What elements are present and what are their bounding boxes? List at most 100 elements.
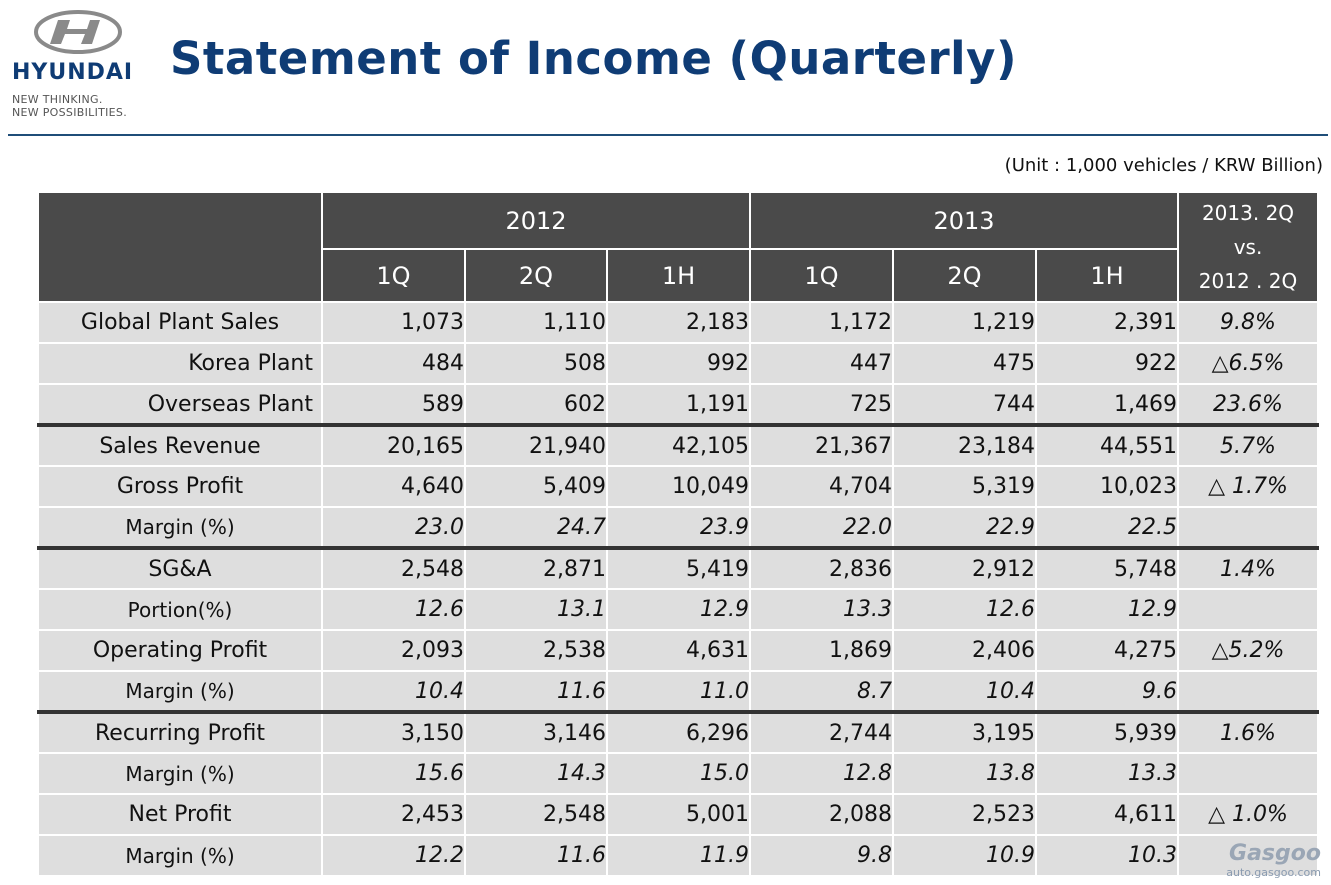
comparison-cell: 1.6%: [1177, 710, 1319, 754]
row-label: Margin (%): [37, 752, 323, 795]
value-cell: 2,453: [321, 793, 466, 836]
table-row: Portion(%) 12.6 13.1 12.9 13.3 12.6 12.9: [37, 588, 1319, 631]
comparison-cell: △ 1.0%: [1177, 793, 1319, 836]
watermark-logo-text: Gasgoo: [1229, 841, 1321, 866]
value-cell: 5,409: [464, 465, 608, 508]
value-cell: 3,195: [892, 710, 1037, 754]
value-cell: 11.0: [606, 670, 751, 713]
value-cell: 12.2: [321, 834, 466, 877]
comparison-cell: [1177, 752, 1319, 795]
value-cell: 2,523: [892, 793, 1037, 836]
comparison-cell: △5.2%: [1177, 629, 1319, 672]
table-row: Margin (%) 10.4 11.6 11.0 8.7 10.4 9.6: [37, 670, 1319, 713]
value-cell: 13.1: [464, 588, 608, 631]
table-row: Gross Profit 4,640 5,409 10,049 4,704 5,319 10…: [37, 465, 1319, 508]
value-cell: 24.7: [464, 506, 608, 549]
value-cell: 589: [321, 383, 466, 426]
value-cell: 3,150: [321, 710, 466, 754]
value-cell: 1,191: [606, 383, 751, 426]
comparison-cell: △6.5%: [1177, 342, 1319, 385]
value-cell: 508: [464, 342, 608, 385]
row-label: Margin (%): [37, 506, 323, 549]
comparison-cell: [1177, 588, 1319, 631]
tagline-2: NEW POSSIBILITIES.: [12, 106, 128, 119]
value-cell: 13.8: [892, 752, 1037, 795]
value-cell: 2,406: [892, 629, 1037, 672]
table-row: Sales Revenue 20,165 21,940 42,105 21,367 23,…: [37, 423, 1319, 467]
value-cell: 10,023: [1035, 465, 1179, 508]
row-label: Gross Profit: [37, 465, 323, 508]
value-cell: 44,551: [1035, 423, 1179, 467]
value-cell: 2,088: [749, 793, 894, 836]
value-cell: 2,871: [464, 546, 608, 590]
hyundai-emblem-icon: [34, 10, 122, 54]
row-label: Sales Revenue: [37, 423, 323, 467]
col-header-2013-1q: 1Q: [749, 248, 894, 303]
brand-name: HYUNDAI: [12, 60, 134, 85]
row-header-corner: [37, 191, 323, 303]
value-cell: 1,172: [749, 301, 894, 344]
col-header-2013-1h: 1H: [1035, 248, 1179, 303]
table-row: SG&A 2,548 2,871 5,419 2,836 2,912 5,748 1.4%: [37, 546, 1319, 590]
value-cell: 4,640: [321, 465, 466, 508]
table-row: Margin (%) 12.2 11.6 11.9 9.8 10.9 10.3: [37, 834, 1319, 877]
comparison-header: 2013. 2Q vs. 2012 . 2Q: [1177, 191, 1319, 303]
col-header-2012-1h: 1H: [606, 248, 751, 303]
comparison-cell: 23.6%: [1177, 383, 1319, 426]
table-row: Operating Profit 2,093 2,538 4,631 1,869 2,40…: [37, 629, 1319, 672]
value-cell: 21,940: [464, 423, 608, 467]
value-cell: 744: [892, 383, 1037, 426]
row-label: Recurring Profit: [37, 710, 323, 754]
table-row: Korea Plant 484 508 992 447 475 922 △6.5%: [37, 342, 1319, 385]
value-cell: 9.8: [749, 834, 894, 877]
value-cell: 8.7: [749, 670, 894, 713]
value-cell: 9.6: [1035, 670, 1179, 713]
income-statement-table: 2012 2013 2013. 2Q vs. 2012 . 2Q 1Q 2Q 1…: [37, 191, 1319, 877]
value-cell: 22.5: [1035, 506, 1179, 549]
row-label: Portion(%): [37, 588, 323, 631]
comparison-cell: △ 1.7%: [1177, 465, 1319, 508]
value-cell: 2,836: [749, 546, 894, 590]
value-cell: 11.6: [464, 834, 608, 877]
value-cell: 21,367: [749, 423, 894, 467]
row-label: Global Plant Sales: [37, 301, 323, 344]
comparison-cell: 1.4%: [1177, 546, 1319, 590]
table-row: Global Plant Sales 1,073 1,110 2,183 1,172 1,…: [37, 301, 1319, 344]
comparison-cell: [1177, 834, 1319, 877]
value-cell: 20,165: [321, 423, 466, 467]
col-header-2012-2q: 2Q: [464, 248, 608, 303]
header-divider: [8, 134, 1328, 136]
value-cell: 6,296: [606, 710, 751, 754]
col-header-2013-2q: 2Q: [892, 248, 1037, 303]
value-cell: 2,548: [464, 793, 608, 836]
value-cell: 1,073: [321, 301, 466, 344]
value-cell: 1,219: [892, 301, 1037, 344]
value-cell: 475: [892, 342, 1037, 385]
comparison-cell: 9.8%: [1177, 301, 1319, 344]
value-cell: 12.9: [606, 588, 751, 631]
value-cell: 5,319: [892, 465, 1037, 508]
value-cell: 22.0: [749, 506, 894, 549]
value-cell: 2,912: [892, 546, 1037, 590]
value-cell: 5,748: [1035, 546, 1179, 590]
value-cell: 5,001: [606, 793, 751, 836]
value-cell: 2,548: [321, 546, 466, 590]
value-cell: 602: [464, 383, 608, 426]
col-header-2012-1q: 1Q: [321, 248, 466, 303]
value-cell: 2,183: [606, 301, 751, 344]
row-label: Korea Plant: [37, 342, 323, 385]
value-cell: 1,110: [464, 301, 608, 344]
table-row: Margin (%) 23.0 24.7 23.9 22.0 22.9 22.5: [37, 506, 1319, 549]
row-label: Net Profit: [37, 793, 323, 836]
year-2012-header: 2012: [321, 191, 751, 250]
year-2013-header: 2013: [749, 191, 1179, 250]
value-cell: 484: [321, 342, 466, 385]
unit-note: (Unit : 1,000 vehicles / KRW Billion): [1004, 155, 1323, 176]
watermark-url: auto.gasgoo.com: [1226, 866, 1321, 879]
value-cell: 447: [749, 342, 894, 385]
comparison-header-line: 2012 . 2Q: [1198, 269, 1298, 293]
value-cell: 922: [1035, 342, 1179, 385]
table-row: Overseas Plant 589 602 1,191 725 744 1,469 23.6…: [37, 383, 1319, 426]
value-cell: 2,391: [1035, 301, 1179, 344]
row-label: Overseas Plant: [37, 383, 323, 426]
